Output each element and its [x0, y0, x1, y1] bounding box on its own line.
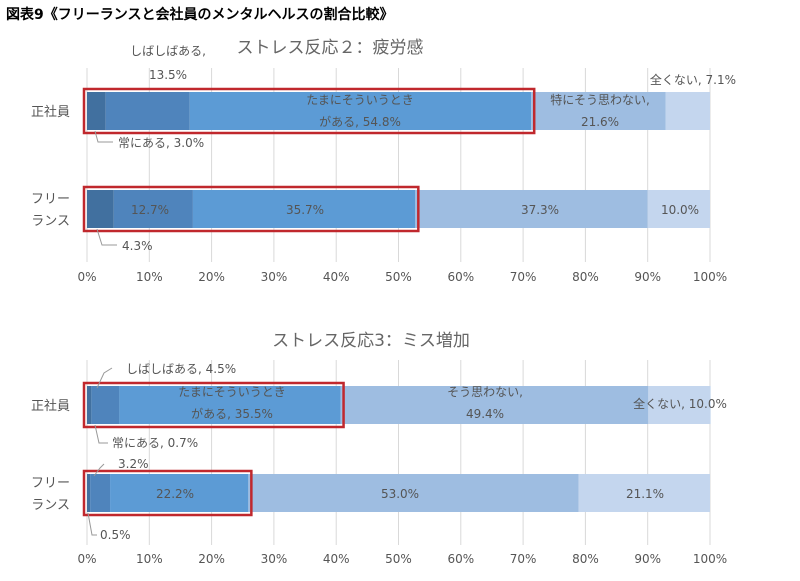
chart-title: ストレス反応２：疲労感: [237, 38, 424, 58]
data-label: しばしばある, 4.5%: [126, 362, 236, 376]
data-label: たまにそういうとき: [178, 385, 285, 399]
x-tick-label: 70%: [510, 270, 537, 284]
x-tick-label: 0%: [77, 552, 96, 566]
x-tick-label: 0%: [77, 270, 96, 284]
bar-segment: [665, 92, 710, 130]
data-label: 37.3%: [521, 203, 559, 217]
data-label: しばしばある,: [130, 44, 206, 58]
data-label: 49.4%: [466, 407, 504, 421]
bar-segment: [91, 386, 120, 424]
data-label: 常にある, 3.0%: [118, 136, 204, 150]
leader-line: [94, 424, 108, 444]
bar-segment: [192, 190, 416, 228]
bar-segment: [340, 386, 649, 424]
highlight-box: [82, 87, 536, 135]
bar-segment: [113, 190, 193, 228]
data-label: そう思わない,: [447, 385, 523, 399]
x-tick-label: 100%: [693, 552, 727, 566]
x-tick-label: 40%: [323, 270, 350, 284]
data-label: 53.0%: [381, 487, 419, 501]
bar-segment: [531, 92, 666, 130]
highlight-box: [82, 469, 253, 517]
data-label: 13.5%: [149, 68, 187, 82]
x-tick-label: 70%: [510, 552, 537, 566]
category-label: ランス: [31, 498, 70, 513]
x-tick-label: 50%: [385, 552, 412, 566]
highlight-box: [82, 381, 345, 429]
bar-segment: [87, 190, 114, 228]
leader-line: [96, 228, 117, 246]
x-tick-label: 20%: [198, 270, 225, 284]
x-tick-label: 10%: [136, 552, 163, 566]
data-label: 10.0%: [661, 203, 699, 217]
leader-line: [96, 367, 113, 389]
x-tick-label: 100%: [693, 270, 727, 284]
category-label: フリー: [31, 192, 70, 207]
x-tick-label: 90%: [634, 552, 661, 566]
bar-segment: [105, 92, 190, 130]
bar-segment: [110, 474, 249, 512]
bar-segment: [87, 92, 106, 130]
bar-segment: [248, 474, 579, 512]
bar-segment: [578, 474, 710, 512]
x-tick-label: 30%: [261, 552, 288, 566]
bar-segment: [119, 386, 341, 424]
data-label: 4.3%: [122, 239, 153, 253]
bar-segment: [87, 386, 92, 424]
category-label: フリー: [31, 476, 70, 491]
category-label: ランス: [31, 214, 70, 229]
highlight-box: [82, 185, 420, 233]
bar-segment: [415, 190, 648, 228]
data-label: 0.5%: [100, 528, 131, 542]
x-tick-label: 30%: [261, 270, 288, 284]
data-label: 22.2%: [156, 487, 194, 501]
bar-segment: [648, 386, 711, 424]
data-label: 35.7%: [286, 203, 324, 217]
x-tick-label: 10%: [136, 270, 163, 284]
x-tick-label: 60%: [447, 270, 474, 284]
data-label: 特にそう思わない,: [550, 92, 650, 107]
bar-segment: [90, 474, 111, 512]
data-label: がある, 54.8%: [319, 114, 401, 129]
data-label: 全くない, 10.0%: [633, 396, 727, 411]
figure-title: 図表9《フリーランスと会社員のメンタルヘルスの割合比較》: [6, 7, 394, 23]
bar-segment: [189, 92, 532, 130]
bar-segment: [647, 190, 710, 228]
data-label: 3.2%: [118, 457, 149, 471]
data-label: 常にある, 0.7%: [112, 436, 198, 450]
data-label: 21.6%: [581, 115, 619, 129]
data-label: 12.7%: [131, 203, 169, 217]
x-tick-label: 40%: [323, 552, 350, 566]
data-label: たまにそういうとき: [306, 93, 413, 107]
data-label: 21.1%: [626, 487, 664, 501]
x-tick-label: 90%: [634, 270, 661, 284]
category-label: 正社員: [31, 104, 70, 120]
x-tick-label: 20%: [198, 552, 225, 566]
leader-line: [94, 130, 113, 143]
bar-segment: [87, 474, 91, 512]
x-tick-label: 80%: [572, 270, 599, 284]
data-label: がある, 35.5%: [191, 406, 273, 421]
data-label: 全くない, 7.1%: [650, 72, 736, 87]
category-label: 正社員: [31, 398, 70, 414]
leader-line: [87, 512, 97, 536]
x-tick-label: 80%: [572, 552, 599, 566]
chart-title: ストレス反応3：ミス増加: [272, 331, 470, 351]
x-tick-label: 50%: [385, 270, 412, 284]
x-tick-label: 60%: [447, 552, 474, 566]
leader-line: [93, 463, 105, 477]
